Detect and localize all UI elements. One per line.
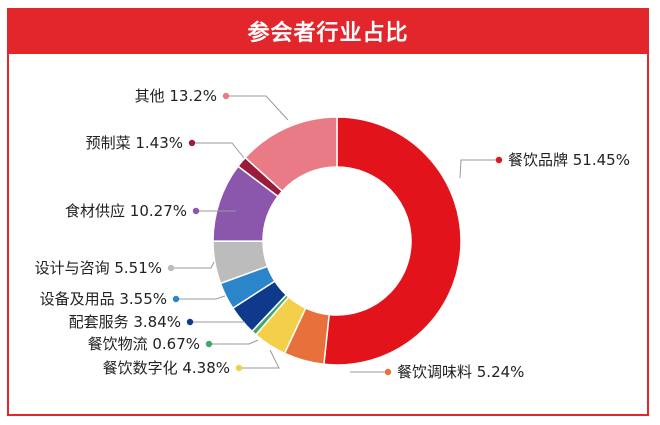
slice-label-6: 设备及用品 3.55% <box>40 290 167 308</box>
label-dot-5 <box>186 318 194 326</box>
leader-line-10 <box>226 95 289 121</box>
leader-line-3 <box>239 349 280 369</box>
leader-line-7 <box>171 261 215 269</box>
label-dot-6 <box>172 295 180 303</box>
leader-line-9 <box>192 142 245 159</box>
label-dot-3 <box>235 364 243 372</box>
slice-label-9: 预制菜 1.43% <box>86 134 183 152</box>
slice-label-3: 餐饮数字化 4.38% <box>103 359 230 377</box>
slice-label-10: 其他 13.2% <box>135 87 217 105</box>
slice-label-1: 餐饮品牌 51.45% <box>508 151 630 169</box>
label-dot-10 <box>222 92 230 100</box>
label-dot-1 <box>495 156 503 164</box>
slice-label-8: 食材供应 10.27% <box>65 202 187 220</box>
chart-title: 参会者行业占比 <box>7 8 649 54</box>
label-dot-4 <box>205 340 213 348</box>
label-dot-8 <box>192 207 200 215</box>
slice-label-4: 餐饮物流 0.67% <box>88 335 200 353</box>
label-dot-2 <box>384 368 392 376</box>
slice-1 <box>323 116 462 366</box>
label-dot-9 <box>188 139 196 147</box>
label-dot-7 <box>167 264 175 272</box>
leader-line-1 <box>459 159 499 179</box>
slice-label-2: 餐饮调味料 5.24% <box>397 363 524 381</box>
slice-10 <box>244 116 338 193</box>
slice-label-5: 配套服务 3.84% <box>69 313 181 331</box>
leader-line-6 <box>176 295 226 300</box>
slice-label-7: 设计与咨询 5.51% <box>35 259 162 277</box>
leader-line-4 <box>209 339 259 345</box>
